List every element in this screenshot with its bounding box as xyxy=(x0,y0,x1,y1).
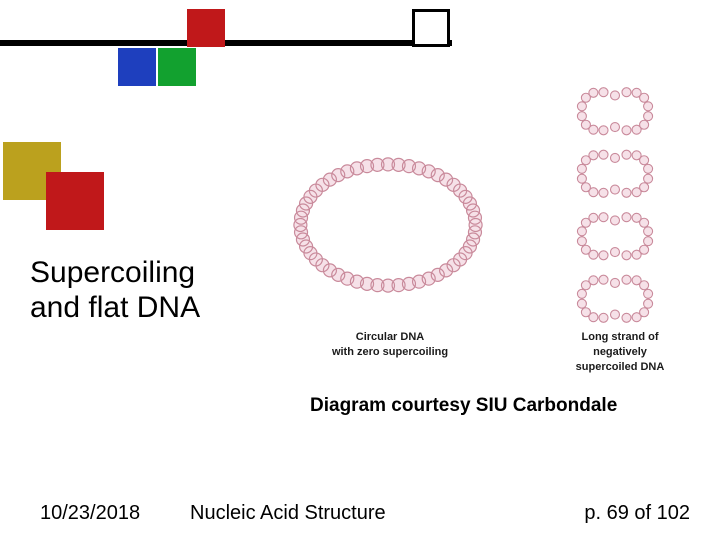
caption-line: supercoiled DNA xyxy=(540,360,700,375)
decor-square xyxy=(118,48,156,86)
decor-square xyxy=(158,48,196,86)
slide-title: Supercoiling and flat DNA xyxy=(30,256,200,325)
supercoiled-dna-diagram xyxy=(575,80,655,330)
circular-dna-diagram xyxy=(273,137,503,313)
footer-page: p. 69 of 102 xyxy=(584,502,690,525)
caption-line: Long strand of xyxy=(540,330,700,345)
decor-square xyxy=(412,9,450,47)
caption-line: negatively xyxy=(540,345,700,360)
diagram-credit: Diagram courtesy SIU Carbondale xyxy=(310,395,617,417)
caption-line: Circular DNA xyxy=(305,330,475,345)
header-rule xyxy=(0,40,452,46)
footer-topic: Nucleic Acid Structure xyxy=(190,502,386,525)
slide: { "decor": { "hline_top": { "x": 0, "y":… xyxy=(0,0,720,540)
decor-square xyxy=(46,172,104,230)
caption-line: with zero supercoiling xyxy=(305,345,475,360)
footer-date: 10/23/2018 xyxy=(40,502,140,525)
supercoiled-dna-caption: Long strand of negatively supercoiled DN… xyxy=(540,330,700,375)
circular-dna-caption: Circular DNA with zero supercoiling xyxy=(305,330,475,360)
title-line-2: and flat DNA xyxy=(30,291,200,326)
title-line-1: Supercoiling xyxy=(30,256,200,291)
decor-square xyxy=(187,9,225,47)
